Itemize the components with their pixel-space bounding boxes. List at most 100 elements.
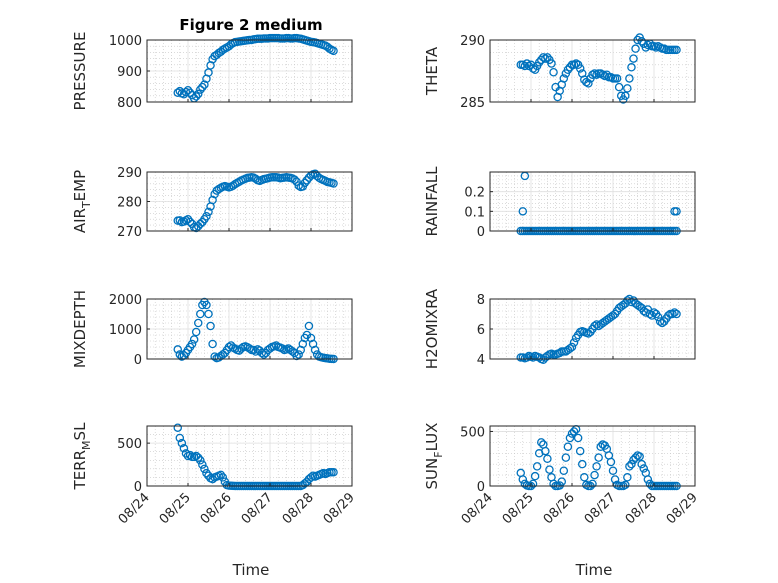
data-point [183,214,193,224]
data-point [175,433,185,443]
y-tick-label: 285 [460,96,485,111]
data-point [518,207,528,216]
data-point [202,300,211,310]
data-point [569,427,579,436]
data-point [635,452,644,461]
data-point [173,423,182,432]
data-point [637,459,646,469]
data-point [306,473,316,482]
data-point [198,82,207,92]
data-point [602,70,612,79]
data-point [555,348,564,358]
data-point [532,462,542,471]
data-point [565,433,575,443]
axes-frame [489,171,696,232]
subplot-air-temp: 270 280 290 AIRTEMP [71,166,353,240]
data-point [185,88,195,97]
data-point [567,342,577,352]
data-point [198,460,207,469]
data-point [578,459,587,469]
data-point [612,74,622,83]
axes-frame [489,39,696,103]
data-point [614,82,624,92]
data-point [672,309,681,319]
data-point [530,471,540,481]
data-point [528,479,538,489]
data-point [196,309,205,319]
data-point [610,475,620,484]
data-point [565,63,575,72]
y-axis-label: TERRMSL [71,422,93,491]
data-point [193,318,203,328]
y-tick-label: 4 [477,353,485,368]
data-point [210,352,219,361]
data-point [631,453,640,462]
data-point [193,453,203,462]
y-tick-label: 1000 [109,34,142,49]
x-axis-label-left: Time [232,561,270,579]
data-point [290,175,299,184]
data-point [196,219,205,229]
data-point [629,54,638,63]
data-point [590,321,599,331]
y-tick-label: 900 [117,65,142,80]
data-point [594,453,603,462]
data-point [569,338,579,347]
data-point [534,58,544,67]
x-tick-label: 08/28 [280,490,317,527]
data-point [592,462,601,471]
y-axis-label: AIRTEMP [71,170,93,233]
data-point [549,67,558,77]
axes-frame [489,425,696,487]
data-point [575,446,585,456]
subplot-mixdepth: 0 1000 2000 MIXDEPTH [71,290,353,368]
axes-frame [146,425,353,487]
data-point [294,350,303,359]
data-point [623,84,632,93]
y-tick-label: 0 [134,480,142,495]
data-point [237,344,246,353]
data-point [528,353,538,362]
data-point [639,464,649,473]
data-point [310,345,320,355]
data-point [588,479,597,489]
data-point [208,195,217,205]
y-tick-label: 0 [134,353,142,368]
data-point [177,438,187,448]
data-point [543,53,552,62]
data-point [189,335,199,344]
y-tick-label: 500 [117,437,142,452]
data-series [516,33,681,104]
x-axis-label-right: Time [575,561,613,579]
data-point [251,174,260,184]
data-point [278,344,287,353]
data-point [204,207,213,217]
data-point [292,351,301,361]
x-tick-label: 08/24 [116,490,153,527]
data-point [191,92,201,101]
y-tick-label: 0 [477,225,485,240]
axes-background [489,171,696,232]
data-point [668,309,677,319]
data-point [561,453,571,462]
subplot-rainfall: 0 0.1 0.2 RAINFALL [423,166,696,240]
y-tick-label: 290 [117,166,142,181]
x-tick-label: 08/27 [239,490,276,527]
data-point [191,327,201,337]
data-point [645,309,655,319]
data-point [185,450,195,460]
y-axis-label: H2OMIXRA [423,288,441,369]
data-point [580,473,589,482]
y-tick-label: 800 [117,96,142,111]
data-point [196,456,205,465]
x-tick-label: 08/29 [321,490,358,527]
data-point [173,345,182,354]
x-tick-label: 08/26 [541,490,578,527]
data-point [304,321,314,331]
data-point [216,470,226,480]
subplot-terr-msl: 0 500 08/24 08/25 08/26 08/27 08/28 08/29 TERRMS… [71,422,358,527]
data-point [541,446,550,456]
data-point [592,320,601,329]
data-point [329,468,338,477]
